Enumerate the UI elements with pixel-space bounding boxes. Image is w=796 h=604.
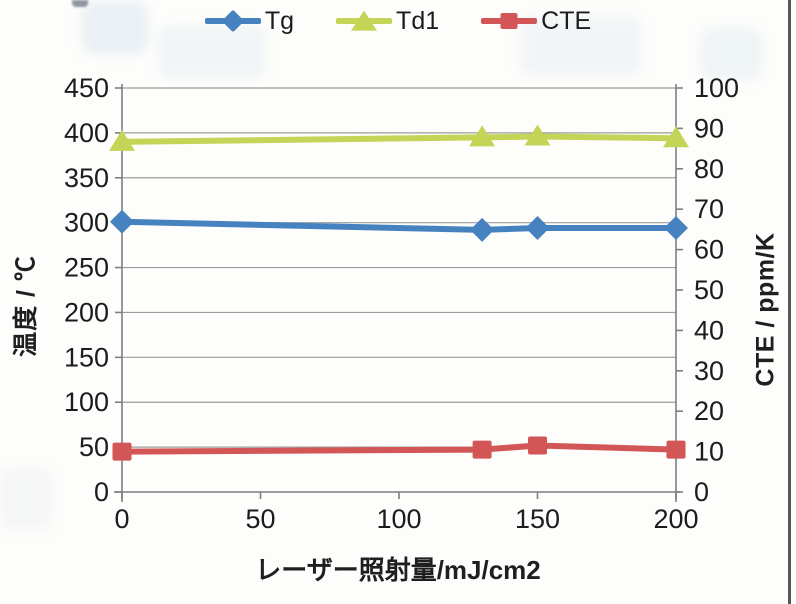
diamond-marker-icon bbox=[525, 216, 550, 241]
square-marker-icon bbox=[472, 440, 492, 459]
legend-label-tg: Tg bbox=[264, 6, 295, 35]
series-td1 bbox=[109, 124, 689, 151]
left-tick-label: 250 bbox=[64, 253, 109, 283]
diamond-marker-icon bbox=[664, 216, 688, 241]
x-axis-ticks: 0 50 100 150 200 bbox=[114, 492, 699, 534]
right-tick-label: 70 bbox=[694, 194, 724, 224]
square-marker-icon bbox=[666, 440, 686, 459]
triangle-marker-icon bbox=[109, 129, 135, 151]
left-axis-ticks: 0 50 100 150 200 250 300 350 400 450 bbox=[64, 73, 122, 507]
triangle-marker-icon bbox=[469, 125, 496, 147]
right-tick-label: 10 bbox=[694, 437, 724, 467]
right-tick-label: 0 bbox=[694, 477, 709, 507]
diamond-marker-icon bbox=[110, 209, 134, 234]
left-axis-title: 温度 / ℃ bbox=[12, 255, 40, 357]
td1-line bbox=[119, 133, 679, 145]
scan-edge-line bbox=[788, 0, 791, 604]
chart-legend: Tg Td1 CTE bbox=[0, 8, 796, 34]
legend-item-td1: Td1 bbox=[336, 8, 439, 34]
right-tick-label: 80 bbox=[694, 154, 724, 184]
scan-artifact bbox=[72, 0, 88, 7]
x-tick-label: 100 bbox=[376, 504, 421, 534]
series-tg bbox=[110, 209, 688, 242]
legend-label-td1: Td1 bbox=[396, 6, 440, 35]
left-tick-label: 400 bbox=[64, 118, 109, 148]
left-tick-label: 100 bbox=[64, 387, 109, 417]
left-tick-label: 300 bbox=[64, 208, 109, 238]
x-tick-label: 150 bbox=[515, 504, 560, 534]
x-tick-label: 0 bbox=[114, 504, 129, 534]
legend-marker-tg bbox=[204, 8, 261, 34]
x-tick-label: 200 bbox=[653, 504, 698, 534]
diamond-marker-icon bbox=[470, 217, 495, 242]
right-tick-label: 60 bbox=[694, 235, 724, 265]
legend-item-cte: CTE bbox=[481, 8, 591, 34]
square-marker-icon bbox=[500, 13, 518, 29]
right-tick-label: 100 bbox=[694, 73, 739, 103]
cte-line bbox=[119, 442, 679, 455]
triangle-marker-icon bbox=[351, 10, 378, 31]
legend-marker-td1 bbox=[336, 8, 393, 34]
right-tick-label: 40 bbox=[694, 315, 724, 345]
square-marker-icon bbox=[528, 436, 547, 455]
x-axis-title: レーザー照射量/mJ/cm2 bbox=[255, 555, 541, 585]
left-tick-label: 350 bbox=[64, 163, 109, 193]
right-tick-label: 20 bbox=[694, 396, 724, 426]
right-axis-ticks: 0 10 20 30 40 50 60 70 80 90 100 bbox=[676, 73, 739, 507]
left-tick-label: 0 bbox=[94, 477, 109, 507]
right-tick-label: 50 bbox=[694, 275, 724, 305]
triangle-marker-icon bbox=[663, 126, 689, 148]
square-marker-icon bbox=[112, 442, 132, 461]
left-tick-label: 50 bbox=[79, 432, 109, 462]
right-axis-title: CTE / ppm/K bbox=[751, 232, 780, 387]
legend-label-cte: CTE bbox=[541, 6, 592, 35]
triangle-marker-icon bbox=[524, 124, 551, 146]
right-tick-label: 90 bbox=[694, 113, 724, 143]
left-tick-label: 150 bbox=[64, 342, 109, 372]
right-tick-label: 30 bbox=[694, 356, 724, 386]
axes bbox=[114, 84, 680, 502]
tg-line bbox=[119, 218, 679, 233]
left-tick-label: 200 bbox=[64, 297, 109, 327]
series-cte bbox=[112, 436, 686, 461]
left-tick-label: 450 bbox=[64, 73, 109, 103]
legend-marker-cte bbox=[481, 8, 538, 34]
x-tick-label: 50 bbox=[245, 504, 275, 534]
legend-item-tg: Tg bbox=[204, 6, 295, 35]
